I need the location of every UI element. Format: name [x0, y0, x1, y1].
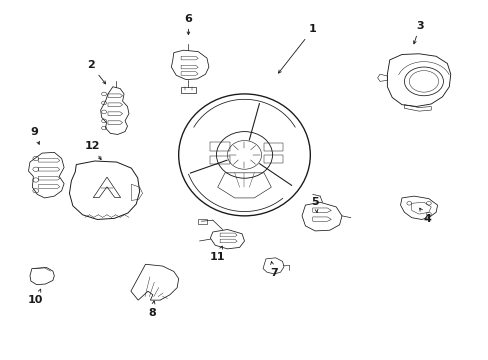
Text: 10: 10 — [28, 289, 43, 305]
Text: 2: 2 — [87, 60, 105, 84]
Text: 3: 3 — [413, 21, 423, 44]
Bar — [264, 143, 282, 151]
Bar — [181, 87, 195, 93]
Text: 9: 9 — [30, 127, 40, 144]
Bar — [210, 142, 229, 151]
Bar — [210, 156, 229, 164]
Text: 6: 6 — [184, 14, 192, 35]
Bar — [198, 219, 206, 224]
Text: 7: 7 — [269, 262, 277, 278]
Text: 4: 4 — [419, 208, 430, 224]
Text: 11: 11 — [209, 246, 225, 262]
Text: 8: 8 — [148, 301, 155, 318]
Text: 5: 5 — [311, 197, 318, 212]
Bar — [264, 155, 282, 163]
Text: 1: 1 — [278, 24, 316, 73]
Text: 12: 12 — [84, 141, 101, 159]
